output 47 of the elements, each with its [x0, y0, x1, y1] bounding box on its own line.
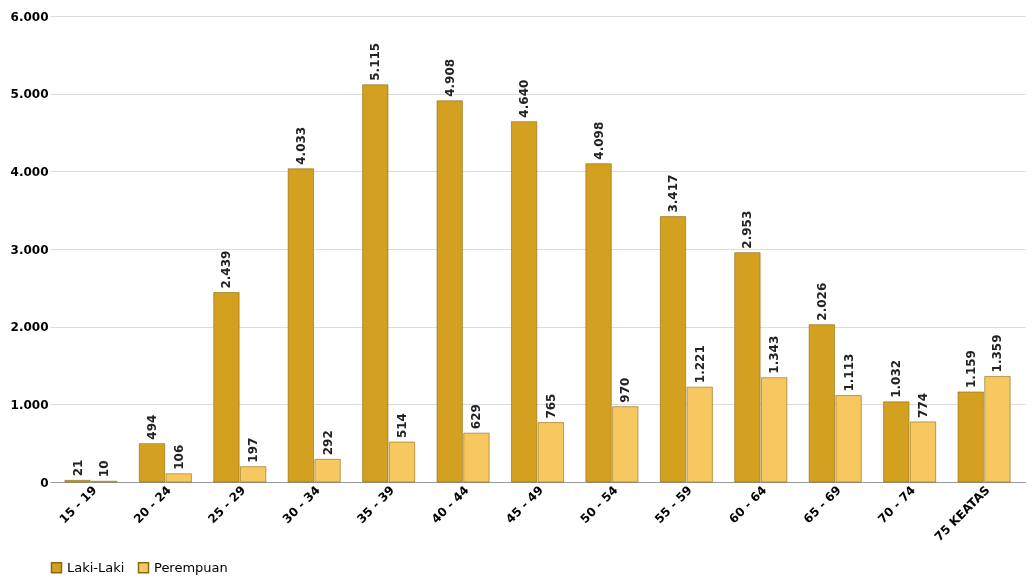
data-label: 1.359 — [990, 334, 1005, 373]
y-tick-label: 0 — [40, 475, 49, 490]
data-label: 494 — [145, 414, 159, 440]
data-label: 4.033 — [293, 126, 308, 165]
data-label: 1.343 — [767, 335, 782, 374]
x-tick-label: 50 - 54 — [577, 483, 621, 527]
data-label: 197 — [246, 437, 261, 463]
x-tick-label: 60 - 64 — [726, 483, 770, 527]
data-label: 2.026 — [814, 282, 829, 321]
data-label: 21 — [70, 459, 85, 477]
data-label: 774 — [916, 392, 930, 418]
data-label: 1.113 — [841, 353, 856, 392]
y-tick-label: 2.000 — [10, 320, 49, 335]
data-label: 1.221 — [692, 345, 707, 384]
x-tick-label: 65 - 69 — [800, 483, 844, 527]
data-label: 629 — [469, 404, 484, 430]
legend-label: Laki-Laki — [67, 559, 125, 575]
data-label: 970 — [618, 377, 633, 403]
data-label: 765 — [543, 393, 558, 419]
y-tick-label: 5.000 — [10, 87, 49, 102]
data-label: 292 — [320, 430, 335, 456]
data-label: 10 — [97, 460, 112, 478]
y-tick-label: 1.000 — [10, 397, 49, 412]
legend-label: Perempuan — [154, 559, 228, 575]
x-tick-label: 15 - 19 — [56, 483, 100, 527]
y-tick-label: 6.000 — [10, 9, 49, 24]
data-label: 5.115 — [368, 42, 383, 81]
data-label: 514 — [395, 413, 409, 439]
data-label: 2.439 — [219, 250, 234, 289]
data-label: 3.417 — [666, 174, 680, 213]
x-tick-label: 20 - 24 — [130, 483, 174, 527]
x-tick-label: 35 - 39 — [354, 483, 398, 527]
data-label: 2.953 — [740, 210, 755, 249]
y-tick-label: 3.000 — [10, 242, 49, 257]
x-tick-label: 40 - 44 — [428, 483, 472, 527]
data-label: 1.032 — [889, 359, 904, 398]
x-tick-label: 45 - 49 — [503, 483, 546, 527]
data-label: 4.640 — [517, 79, 532, 118]
x-tick-label: 30 - 34 — [279, 483, 323, 527]
x-tick-label: 70 - 74 — [875, 483, 919, 527]
x-tick-label: 55 - 59 — [651, 483, 695, 527]
data-label: 106 — [171, 444, 186, 470]
y-tick-label: 4.000 — [10, 164, 49, 179]
x-tick-label: 25 - 29 — [205, 483, 249, 527]
data-label: 1.159 — [963, 350, 978, 388]
data-label: 4.098 — [591, 121, 606, 160]
data-label: 4.908 — [442, 58, 457, 97]
